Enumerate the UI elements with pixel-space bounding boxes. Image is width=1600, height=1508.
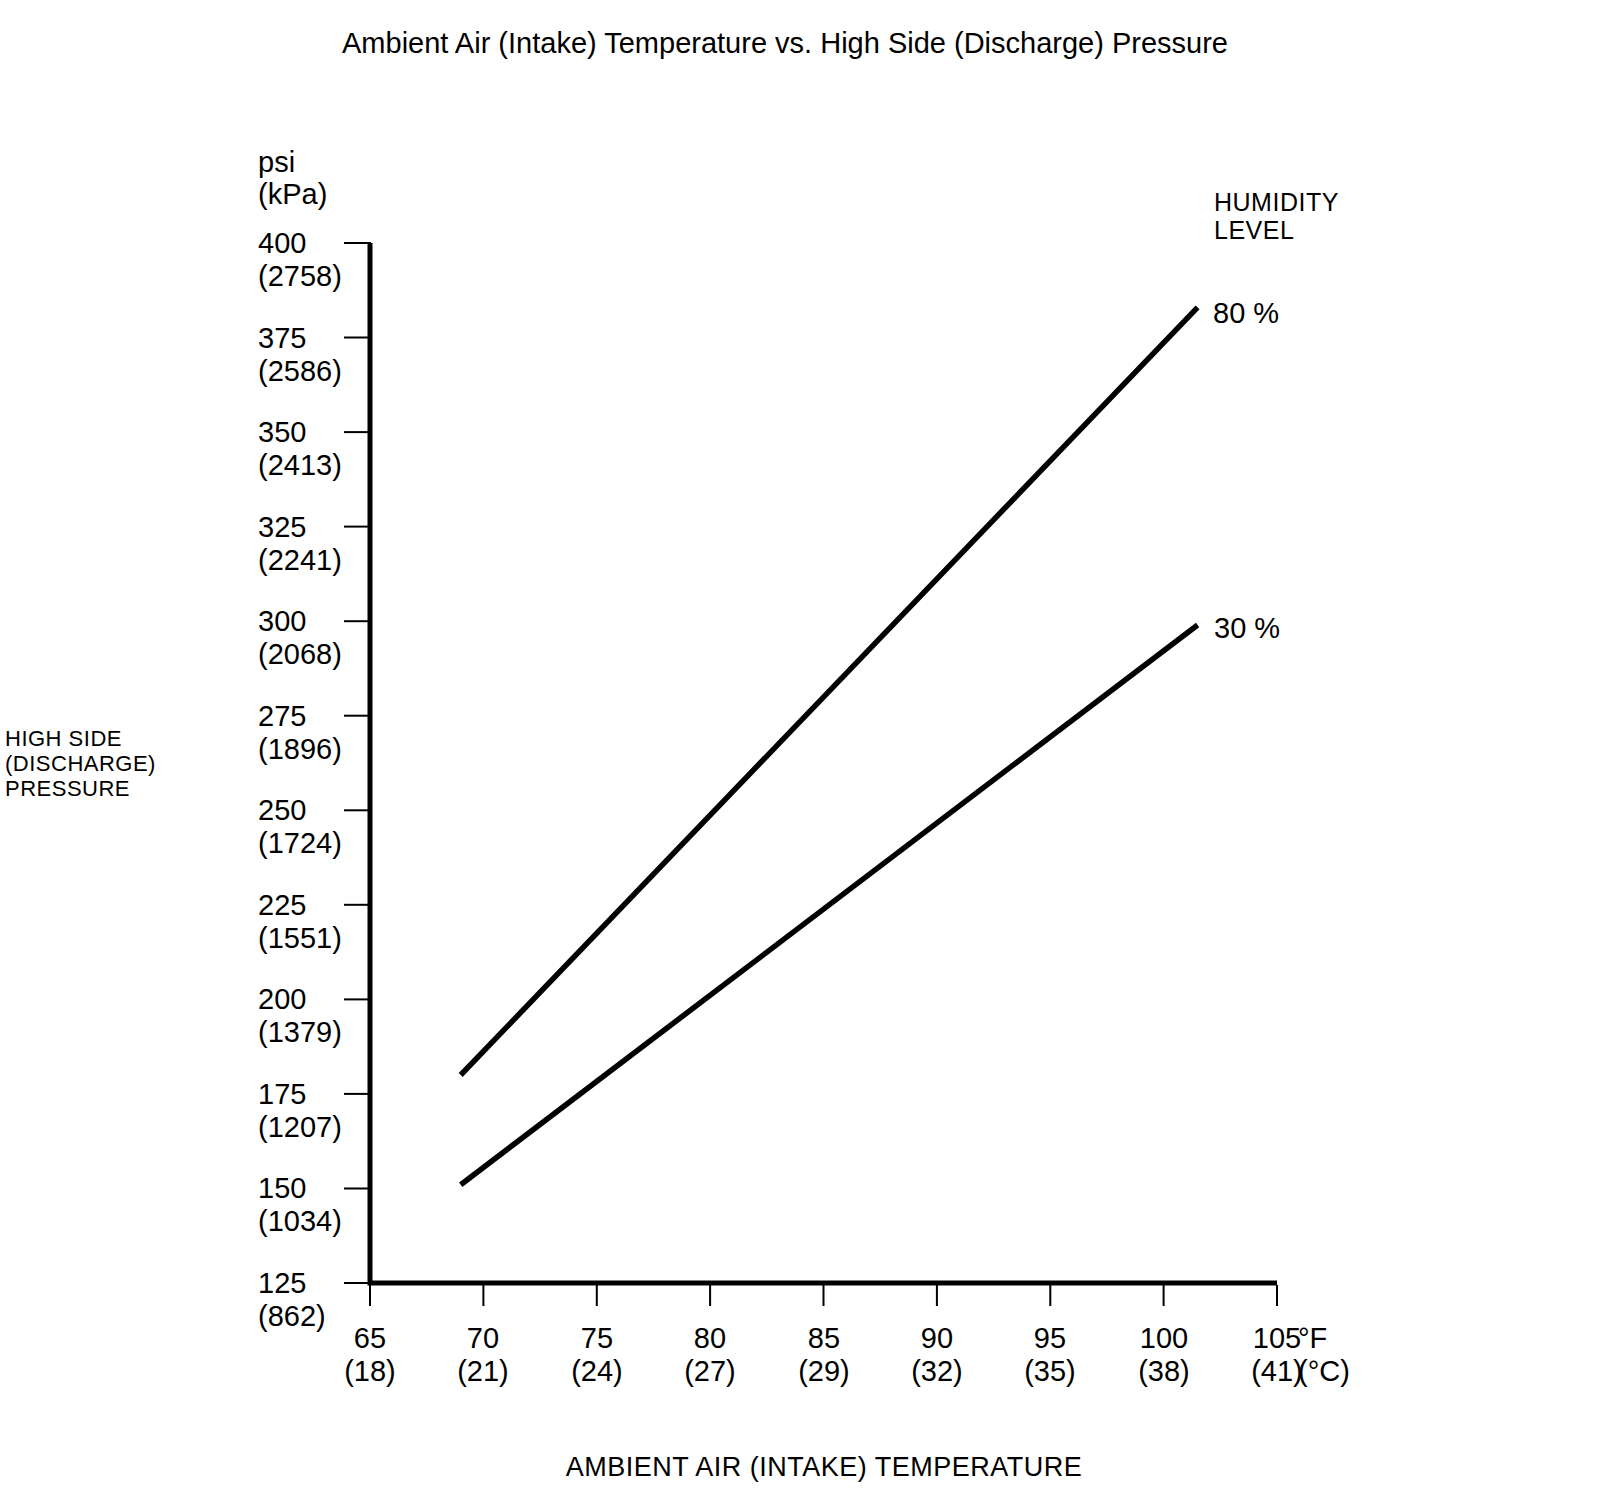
x-tick-label: 80(27): [650, 1322, 770, 1388]
y-tick-label: 250(1724): [258, 794, 342, 860]
y-tick-label-metric: (2586): [258, 355, 342, 388]
x-tick-label-primary: 85: [764, 1322, 884, 1355]
y-tick-label-metric: (2758): [258, 260, 342, 293]
y-tick-label-primary: 400: [258, 227, 342, 260]
x-tick-label-primary: 90: [877, 1322, 997, 1355]
legend-entry-30-percent: 30 %: [1214, 612, 1280, 645]
y-tick-label: 325(2241): [258, 511, 342, 577]
x-tick-label-primary: 95: [990, 1322, 1110, 1355]
y-tick-label: 300(2068): [258, 605, 342, 671]
legend-title-line-1: HUMIDITY: [1214, 188, 1339, 216]
y-tick-label-metric: (2068): [258, 638, 342, 671]
x-axis-unit-c: (°C): [1298, 1355, 1350, 1388]
x-tick-label: 95(35): [990, 1322, 1110, 1388]
y-tick-label-primary: 325: [258, 511, 342, 544]
x-tick-label: 85(29): [764, 1322, 884, 1388]
x-tick-label-metric: (38): [1104, 1355, 1224, 1388]
x-tick-label-metric: (24): [537, 1355, 657, 1388]
chart-title: Ambient Air (Intake) Temperature vs. Hig…: [0, 27, 1570, 60]
y-axis-unit-kpa: (kPa): [258, 178, 327, 210]
y-tick-label-primary: 375: [258, 322, 342, 355]
axes-line: [370, 243, 1277, 1283]
y-tick-label-metric: (1379): [258, 1016, 342, 1049]
x-tick-label-metric: (32): [877, 1355, 997, 1388]
y-axis-title-line-2: (DISCHARGE): [5, 751, 156, 776]
x-tick-label-primary: 80: [650, 1322, 770, 1355]
x-tick-label: 100(38): [1104, 1322, 1224, 1388]
y-tick-label: 400(2758): [258, 227, 342, 293]
y-tick-label: 200(1379): [258, 983, 342, 1049]
y-tick-label-primary: 175: [258, 1078, 342, 1111]
y-tick-label-metric: (1551): [258, 922, 342, 955]
series-line-0: [461, 307, 1198, 1075]
legend-entry-80-percent: 80 %: [1213, 297, 1279, 330]
y-tick-label-metric: (2241): [258, 544, 342, 577]
legend-title: HUMIDITY LEVEL: [1214, 188, 1339, 244]
y-tick-label-primary: 200: [258, 983, 342, 1016]
x-tick-label-metric: (35): [990, 1355, 1110, 1388]
y-tick-label-primary: 300: [258, 605, 342, 638]
y-tick-label-primary: 275: [258, 700, 342, 733]
y-axis-title-line-3: PRESSURE: [5, 776, 156, 801]
x-tick-label: 90(32): [877, 1322, 997, 1388]
y-tick-label: 350(2413): [258, 416, 342, 482]
x-axis-unit-label: °F (°C): [1298, 1322, 1350, 1388]
y-tick-label-primary: 125: [258, 1267, 326, 1300]
y-tick-label: 175(1207): [258, 1078, 342, 1144]
x-tick-label-primary: 100: [1104, 1322, 1224, 1355]
y-tick-label: 150(1034): [258, 1172, 342, 1238]
y-tick-label-primary: 225: [258, 889, 342, 922]
y-tick-label-metric: (1207): [258, 1111, 342, 1144]
y-tick-label-primary: 350: [258, 416, 342, 449]
legend-title-line-2: LEVEL: [1214, 216, 1339, 244]
x-tick-label-metric: (27): [650, 1355, 770, 1388]
y-tick-label-metric: (1896): [258, 733, 342, 766]
x-axis-unit-f: °F: [1298, 1322, 1350, 1355]
chart-figure: 125(862)150(1034)175(1207)200(1379)225(1…: [0, 0, 1600, 1508]
x-tick-label-primary: 65: [310, 1322, 430, 1355]
x-axis-title: AMBIENT AIR (INTAKE) TEMPERATURE: [24, 1452, 1600, 1483]
y-axis-title: HIGH SIDE (DISCHARGE) PRESSURE: [5, 726, 156, 801]
y-tick-label-primary: 250: [258, 794, 342, 827]
x-tick-label-metric: (18): [310, 1355, 430, 1388]
y-axis-unit-label: psi (kPa): [258, 146, 327, 210]
chart-canvas: [0, 0, 1600, 1508]
x-tick-label-metric: (21): [423, 1355, 543, 1388]
y-tick-label: 225(1551): [258, 889, 342, 955]
x-tick-label: 75(24): [537, 1322, 657, 1388]
y-axis-title-line-1: HIGH SIDE: [5, 726, 156, 751]
y-axis-unit-psi: psi: [258, 146, 327, 178]
series-line-1: [461, 625, 1198, 1185]
x-tick-label-primary: 70: [423, 1322, 543, 1355]
x-tick-label: 70(21): [423, 1322, 543, 1388]
x-tick-label: 65(18): [310, 1322, 430, 1388]
x-tick-label-metric: (29): [764, 1355, 884, 1388]
y-tick-label-metric: (1724): [258, 827, 342, 860]
x-tick-label-primary: 75: [537, 1322, 657, 1355]
y-tick-label: 375(2586): [258, 322, 342, 388]
y-tick-label-metric: (2413): [258, 449, 342, 482]
y-tick-label: 275(1896): [258, 700, 342, 766]
y-tick-label-metric: (1034): [258, 1205, 342, 1238]
y-tick-label-primary: 150: [258, 1172, 342, 1205]
